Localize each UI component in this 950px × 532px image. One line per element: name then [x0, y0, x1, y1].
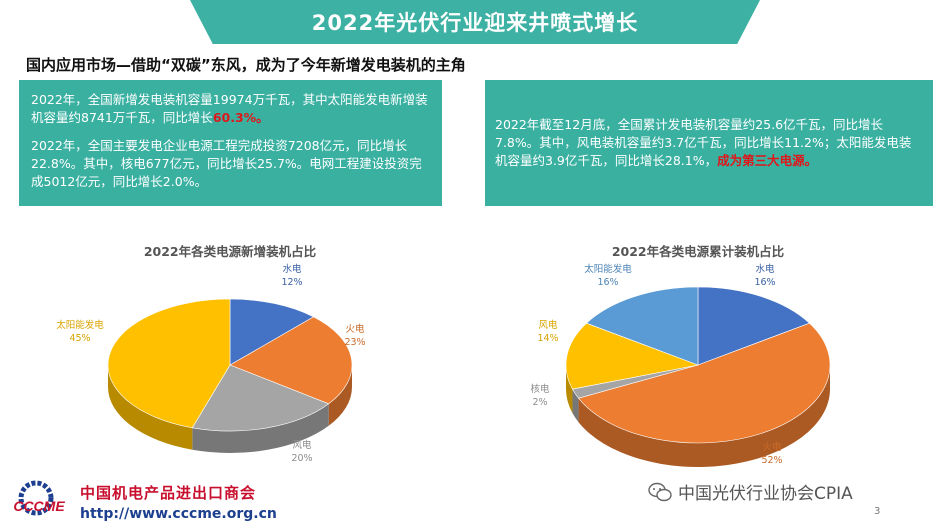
- pie-slice-水电: [229, 298, 315, 366]
- slice-label-风电: 风电: [538, 319, 558, 331]
- slice-value-核电: 2%: [532, 397, 547, 408]
- slice-label-风电: 风电: [292, 439, 312, 451]
- pie-slice-side-核电: [572, 389, 579, 423]
- slice-label-火电: 火电: [345, 323, 365, 335]
- cccme-logo-graphic: CCCME: [13, 480, 65, 516]
- pie-slice-太阳能发电: [585, 286, 699, 366]
- pie-slice-风电: [565, 322, 700, 390]
- pie-slice-太阳能发电: [107, 298, 231, 429]
- pie-slice-side-火电: [578, 365, 830, 467]
- chart-title: 2022年各类电源累计装机占比: [612, 244, 785, 259]
- pie-slice-火电: [578, 322, 831, 444]
- solar-growth-highlight: 60.3%。: [212, 110, 269, 125]
- pie-slice-side-风电: [192, 403, 329, 453]
- new-capacity-pie-chart: 2022年各类电源新增装机占比水电 12% 火电 23% 风电 20% 太阳能发电 45%: [20, 230, 430, 470]
- slice-value-水电: 12%: [281, 277, 302, 288]
- slice-label-水电: 水电: [282, 263, 302, 275]
- slice-value-风电: 20%: [291, 453, 312, 464]
- slice-label-火电: 火电: [762, 441, 782, 453]
- slice-value-风电: 14%: [537, 333, 558, 344]
- cumulative-capacity-pie-chart: 2022年各类电源累计装机占比水电 16% 火电 52% 核电 2% 风电 14% 太阳能发电 1…: [510, 230, 910, 470]
- watermark-text: 中国光伏行业协会CPIA: [678, 484, 853, 504]
- pie-slice-水电: [697, 286, 811, 366]
- footer-org-name: 中国机电产品进出口商会: [80, 484, 257, 502]
- new-capacity-paragraph: 2022年，全国新增发电装机容量19974万千瓦，其中太阳能发电新增装机容量约8…: [31, 91, 430, 127]
- pie-slice-side-火电: [328, 365, 352, 426]
- slide-subtitle: 国内应用市场—借助“双碳”东风，成为了今年新增发电装机的主角: [26, 56, 466, 74]
- slice-label-太阳能发电: 太阳能发电: [56, 319, 104, 331]
- cumulative-capacity-text: 2022年截至12月底，全国累计发电装机容量约25.6亿千瓦，同比增长7.8%。…: [495, 117, 912, 168]
- slice-value-太阳能发电: 16%: [597, 277, 618, 288]
- chart-title: 2022年各类电源新增装机占比: [144, 244, 317, 259]
- slice-value-火电: 52%: [761, 455, 782, 466]
- slide-title: 2022年光伏行业迎来井喷式增长: [190, 0, 760, 44]
- new-capacity-textbox: 2022年，全国新增发电装机容量19974万千瓦，其中太阳能发电新增装机容量约8…: [19, 80, 442, 206]
- slice-label-太阳能发电: 太阳能发电: [584, 263, 632, 275]
- footer-url[interactable]: http://www.cccme.org.cn: [80, 506, 277, 522]
- slice-label-水电: 水电: [755, 263, 775, 275]
- cccme-logo: CCCME: [4, 478, 74, 528]
- page-number: 3: [874, 506, 881, 517]
- investment-paragraph: 2022年，全国主要发电企业电源工程完成投资7208亿元，同比增长22.8%。其…: [31, 138, 422, 189]
- cumulative-capacity-textbox: 2022年截至12月底，全国累计发电装机容量约25.6亿千瓦，同比增长7.8%。…: [485, 80, 933, 206]
- pie-slice-side-风电: [566, 365, 573, 414]
- watermark: 中国光伏行业协会CPIA: [648, 479, 853, 504]
- third-largest-highlight: 成为第三大电源。: [717, 153, 818, 168]
- pie-slice-side-太阳能发电: [108, 365, 193, 450]
- pie-slice-风电: [191, 364, 330, 432]
- new-capacity-text: 2022年，全国新增发电装机容量19974万千瓦，其中太阳能发电新增装机容量约8…: [31, 92, 428, 125]
- pie-slice-火电: [229, 316, 353, 405]
- cumulative-capacity-paragraph: 2022年截至12月底，全国累计发电装机容量约25.6亿千瓦，同比增长7.8%。…: [495, 116, 923, 170]
- slice-value-火电: 23%: [344, 337, 365, 348]
- wechat-icon: [648, 482, 672, 501]
- slice-label-核电: 核电: [530, 383, 550, 395]
- slice-value-太阳能发电: 45%: [69, 333, 90, 344]
- slice-value-水电: 16%: [754, 277, 775, 288]
- svg-text:CCCME: CCCME: [13, 498, 65, 514]
